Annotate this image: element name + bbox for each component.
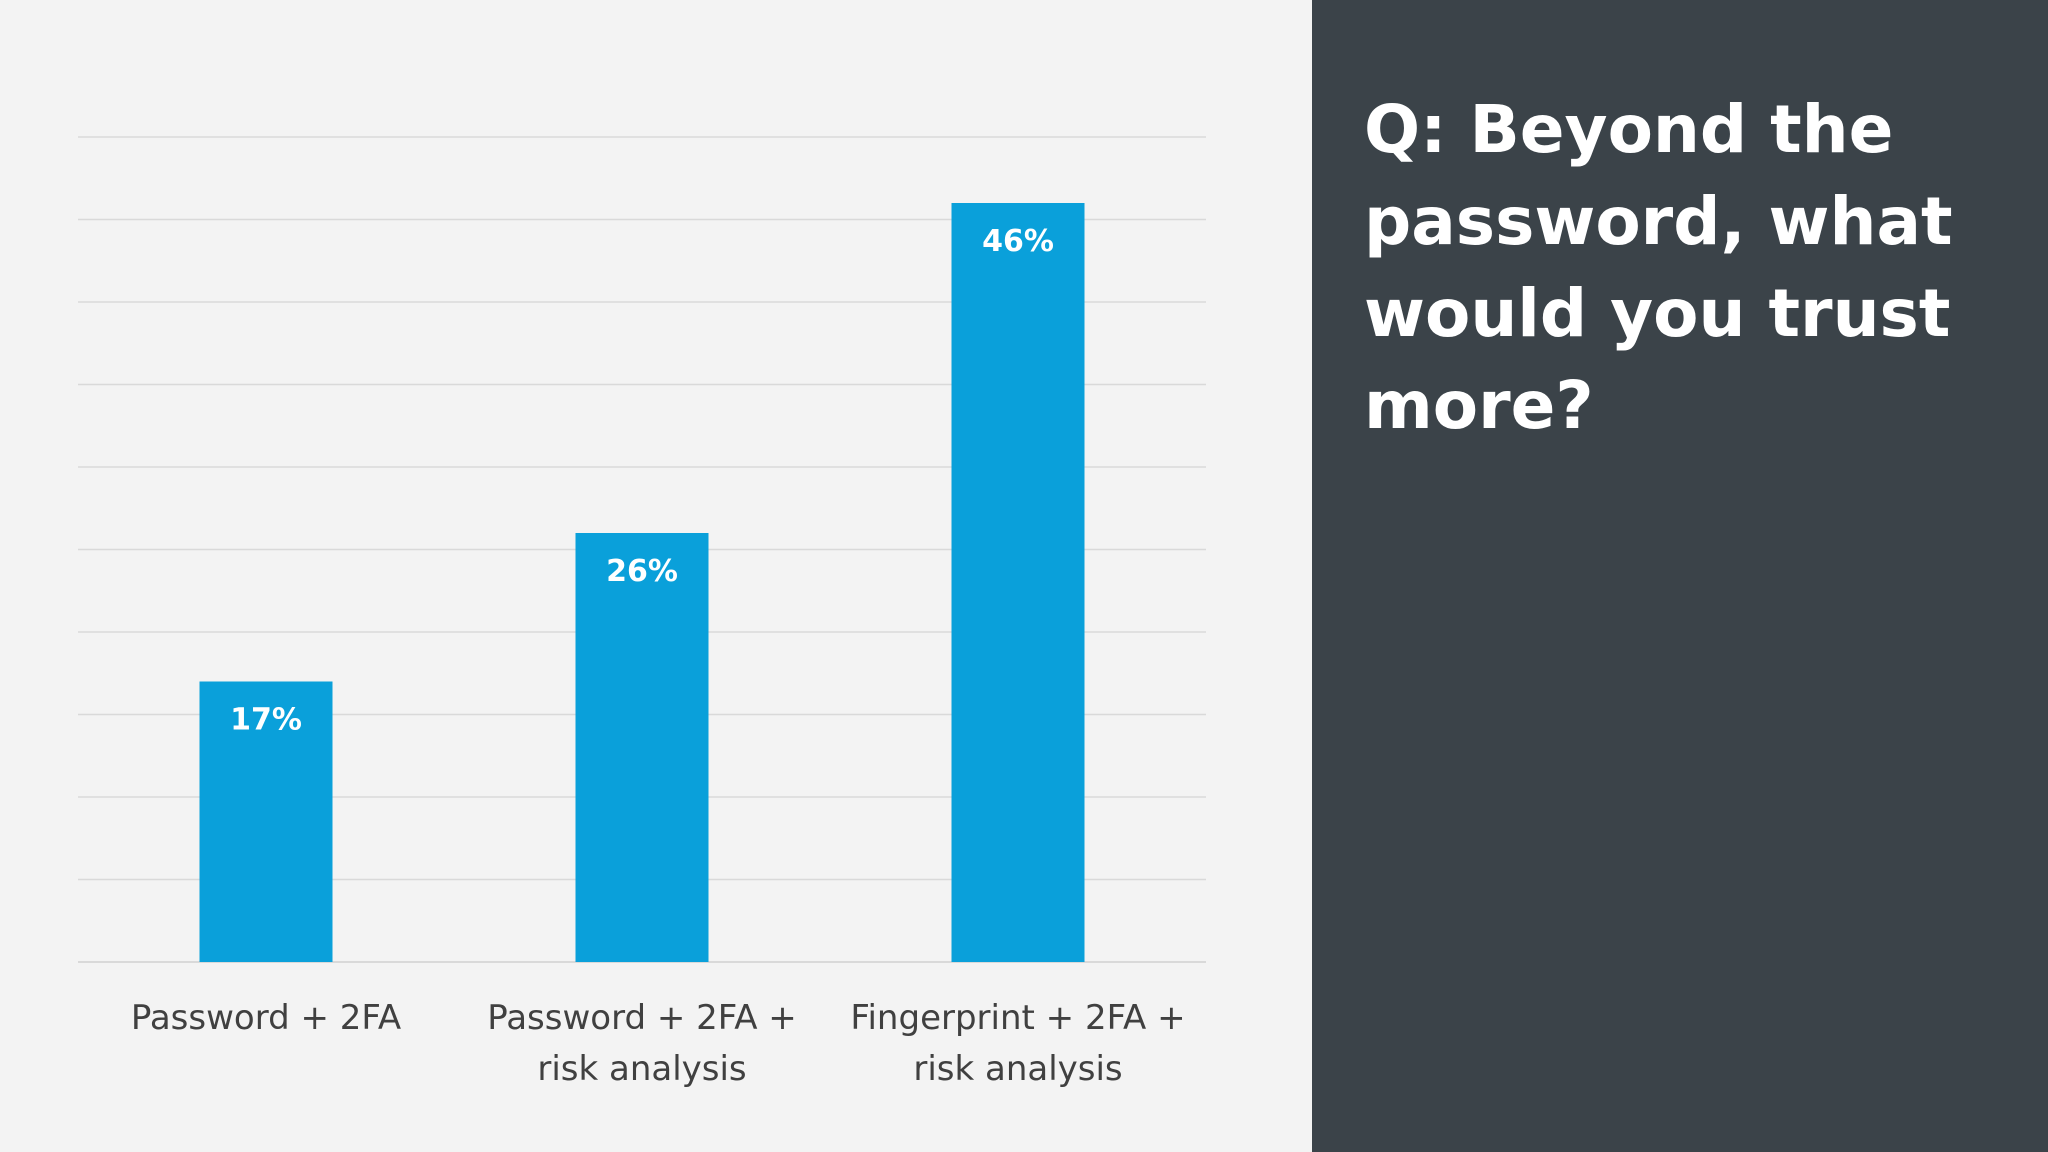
question-line: Q: Beyond the bbox=[1364, 91, 1894, 168]
category-label: Fingerprint + 2FA + bbox=[850, 998, 1185, 1038]
bar-chart: 17% 26% 46% Password + 2FA Password + 2FA +… bbox=[78, 136, 1206, 1089]
bar bbox=[575, 533, 709, 962]
question-text: Q: Beyond the password, what would you t… bbox=[1364, 84, 2004, 452]
data-labels: 17% 26% 46% bbox=[230, 224, 1054, 738]
bars bbox=[199, 203, 1085, 962]
bar bbox=[951, 203, 1085, 962]
data-label: 46% bbox=[982, 224, 1054, 259]
data-label: 17% bbox=[230, 703, 302, 738]
category-labels: Password + 2FA Password + 2FA + risk analy… bbox=[131, 998, 1186, 1089]
chart-panel: 17% 26% 46% Password + 2FA Password + 2FA +… bbox=[0, 0, 1312, 1152]
bar bbox=[199, 681, 333, 962]
category-label: risk analysis bbox=[913, 1049, 1122, 1089]
question-line: password, what bbox=[1364, 183, 1953, 260]
category-label: risk analysis bbox=[537, 1049, 746, 1089]
question-panel: Q: Beyond the password, what would you t… bbox=[1312, 0, 2048, 1152]
category-label: Password + 2FA + bbox=[487, 998, 797, 1038]
category-label: Password + 2FA bbox=[131, 998, 401, 1038]
question-line: would you trust bbox=[1364, 275, 1951, 352]
question-line: more? bbox=[1364, 367, 1594, 444]
data-label: 26% bbox=[606, 554, 678, 589]
